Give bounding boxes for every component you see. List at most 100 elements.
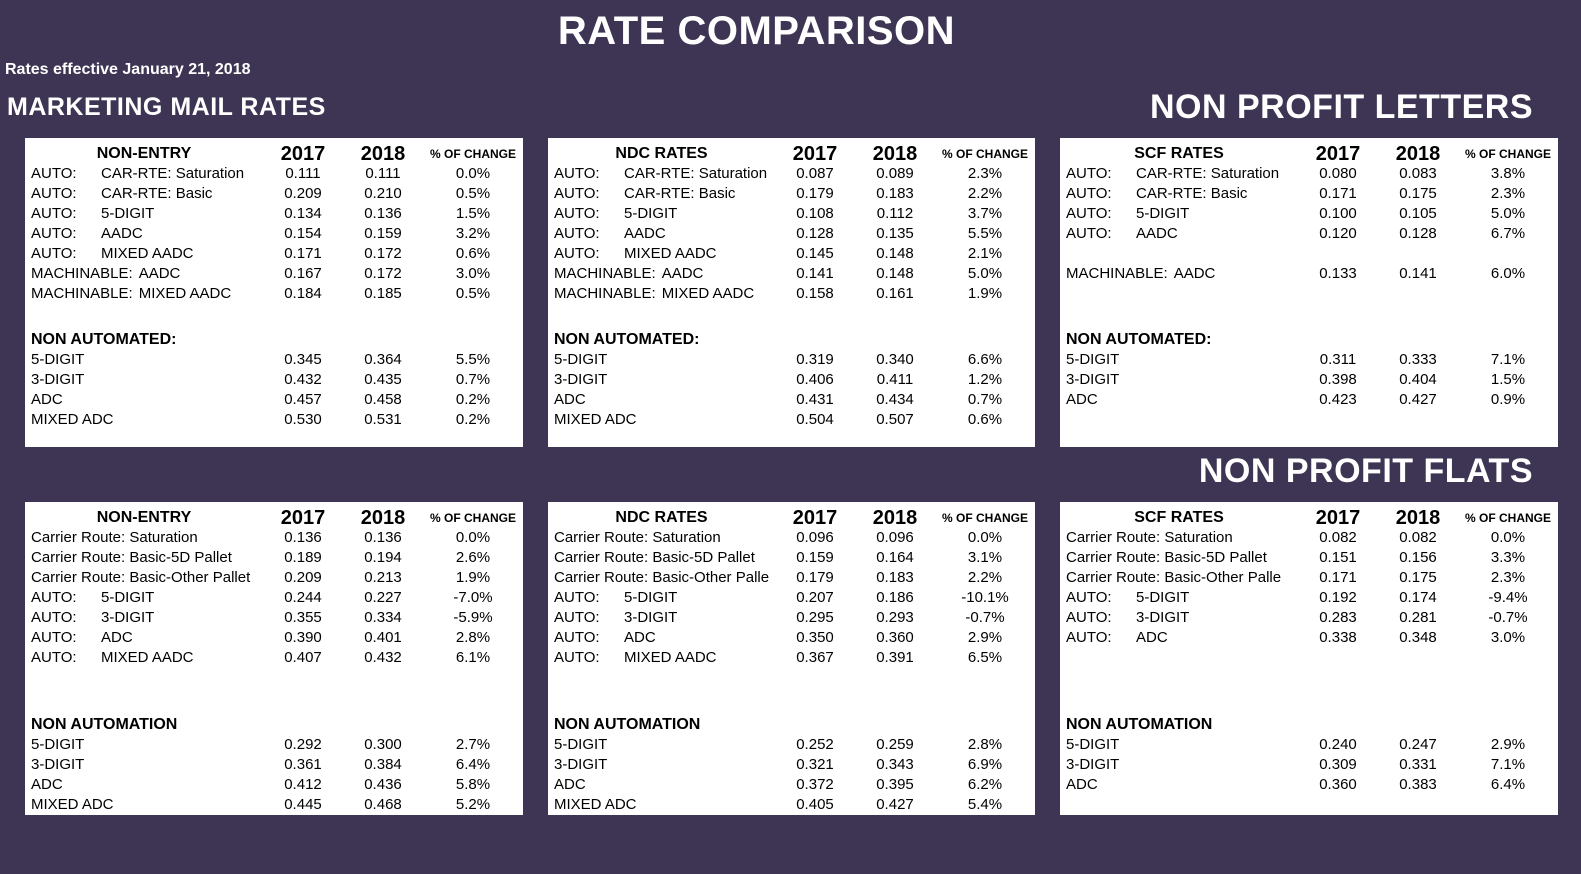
rate-2017: 0.096 [796,529,834,546]
rate-2018: 0.141 [1399,265,1437,282]
rate-label: MIXED ADC [25,410,263,430]
section-label: NON AUTOMATION [554,716,701,733]
rate-label-name: ADC [101,629,133,646]
rate-change: 2.2% [967,569,1003,586]
column-header-2018: 2018 [872,507,918,529]
rate-label: AUTO: CAR-RTE: Saturation [548,164,775,184]
rate-row: AUTO: 5-DIGIT 0.244 0.227 -7.0% [25,588,523,608]
table-header-row: SCF RATES 2017 2018 % OF CHANGE [1060,144,1558,164]
rate-label-name: 5-DIGIT [101,589,155,606]
column-header-2017: 2017 [792,143,838,165]
rate-row: AUTO: 5-DIGIT 0.192 0.174 -9.4% [1060,588,1558,608]
rate-2017: 0.141 [796,265,834,282]
rate-label-name: 5-DIGIT [1066,736,1120,753]
rate-row: 5-DIGIT 0.252 0.259 2.8% [548,735,1035,755]
rate-2017: 0.145 [796,245,834,262]
rate-2018: 0.111 [365,165,401,182]
rate-label: AUTO: 5-DIGIT [25,204,263,224]
rate-label: MACHINABLE: MIXED AADC [548,284,775,304]
spacer [548,304,1035,330]
rate-2018: 0.105 [1399,205,1437,222]
rate-label: AUTO: 5-DIGIT [1060,204,1298,224]
rate-2017: 0.189 [284,549,322,566]
rate-label: MACHINABLE: AADC [1060,264,1298,284]
rate-2018: 0.082 [1399,529,1437,546]
rate-row: AUTO: CAR-RTE: Saturation 0.087 0.089 2.3% [548,164,1035,184]
spacer [25,668,523,715]
rate-label-name: ADC [1066,776,1098,793]
rate-2018: 0.128 [1399,225,1437,242]
rate-change: 0.6% [967,411,1003,428]
rate-label-name: Carrier Route: Basic-Other Palle [1066,569,1282,586]
rate-label-prefix: AUTO: [31,185,77,202]
rate-row: Carrier Route: Basic-Other Palle 0.179 0.1… [548,568,1035,588]
rate-2018: 0.148 [876,245,914,262]
rate-change: 1.5% [455,205,491,222]
rate-label: AUTO: MIXED AADC [548,648,775,668]
rate-label: AUTO: CAR-RTE: Basic [1060,184,1298,204]
rate-row: AUTO: 3-DIGIT 0.355 0.334 -5.9% [25,608,523,628]
rate-2017: 0.398 [1319,371,1357,388]
rate-label: 3-DIGIT [1060,755,1298,775]
rate-label: ADC [1060,775,1298,795]
rate-2018: 0.227 [364,589,402,606]
rate-row: AUTO: 3-DIGIT 0.295 0.293 -0.7% [548,608,1035,628]
rate-2018: 0.383 [1399,776,1437,793]
rate-label-name: 5-DIGIT [1066,351,1120,368]
rate-label: ADC [1060,390,1298,410]
rate-change: 0.7% [455,371,491,388]
rate-change: 5.0% [1490,205,1526,222]
rate-change: 3.7% [967,205,1003,222]
rate-row: ADC 0.431 0.434 0.7% [548,390,1035,410]
rate-row: MIXED ADC 0.445 0.468 5.2% [25,795,523,815]
rate-label-name: AADC [661,265,704,282]
rate-2017: 0.321 [796,756,834,773]
rate-change: 2.8% [967,736,1003,753]
rate-label-prefix: AUTO: [31,629,77,646]
rate-2018: 0.247 [1399,736,1437,753]
rate-2017: 0.350 [796,629,834,646]
rate-change: 0.7% [967,391,1003,408]
rate-change: 0.0% [1490,529,1526,546]
rate-row: Carrier Route: Saturation 0.096 0.096 0.0% [548,528,1035,548]
rate-2017: 0.179 [796,185,834,202]
rate-2017: 0.207 [796,589,834,606]
rate-2018: 0.384 [364,756,402,773]
rate-row: AUTO: ADC 0.390 0.401 2.8% [25,628,523,648]
rate-2017: 0.082 [1319,529,1357,546]
rate-change: 2.8% [455,629,491,646]
rate-2017: 0.372 [796,776,834,793]
rate-label: MIXED ADC [548,410,775,430]
rate-label: AUTO: 5-DIGIT [548,204,775,224]
rate-label-prefix: AUTO: [31,165,77,182]
column-header-2018: 2018 [1395,507,1441,529]
page-title: RATE COMPARISON [557,9,956,53]
rate-2017: 0.179 [796,569,834,586]
rate-change: 5.4% [967,796,1003,813]
rate-label: AUTO: 5-DIGIT [1060,588,1298,608]
column-header-change: % OF CHANGE [1464,147,1551,161]
rate-label-name: CAR-RTE: Saturation [1136,165,1280,182]
rate-row: AUTO: MIXED AADC 0.407 0.432 6.1% [25,648,523,668]
rate-change: 1.5% [1490,371,1526,388]
rate-2017: 0.158 [796,285,834,302]
rate-2018: 0.435 [364,371,402,388]
rate-2017: 0.244 [284,589,322,606]
rate-row: MIXED ADC 0.530 0.531 0.2% [25,410,523,430]
rate-2017: 0.309 [1319,756,1357,773]
rate-2018: 0.458 [364,391,402,408]
rate-2017: 0.283 [1319,609,1357,626]
rate-row: MACHINABLE: AADC 0.141 0.148 5.0% [548,264,1035,284]
section-header-row: NON AUTOMATION [548,715,1035,735]
column-header-change: % OF CHANGE [429,511,516,525]
rate-row: Carrier Route: Basic-5D Pallet 0.159 0.164… [548,548,1035,568]
rate-2017: 0.252 [796,736,834,753]
table-header-row: SCF RATES 2017 2018 % OF CHANGE [1060,508,1558,528]
rate-label-prefix: AUTO: [554,609,600,626]
table-header-row: NDC RATES 2017 2018 % OF CHANGE [548,144,1035,164]
rate-label-name: Carrier Route: Basic-Other Palle [554,569,770,586]
rate-2017: 0.504 [796,411,834,428]
rate-label-name: CAR-RTE: Basic [1136,185,1248,202]
rate-change: 6.4% [1490,776,1526,793]
rate-label-prefix: AUTO: [31,649,77,666]
